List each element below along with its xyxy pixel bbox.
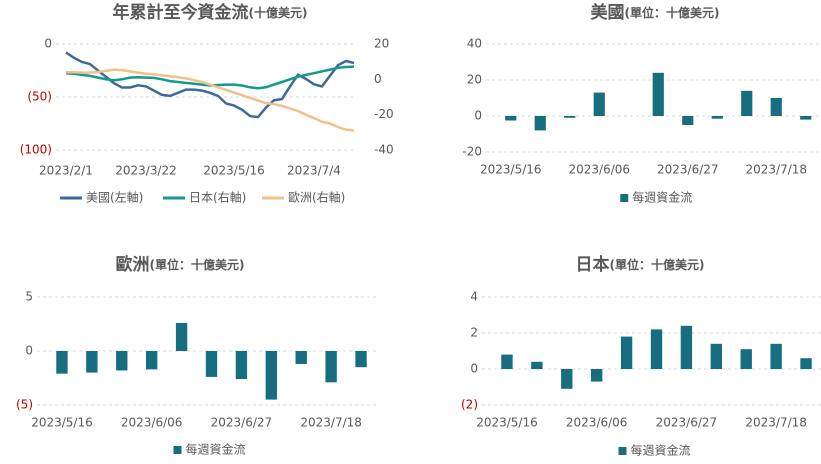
chart-title: 年累計至今資金流(十億美元)	[113, 2, 308, 23]
bar	[680, 325, 693, 369]
x-tick-label: 2023/6/27	[211, 416, 273, 430]
legend-label: 日本(右軸)	[189, 190, 246, 205]
legend-swatch	[620, 194, 629, 202]
bar	[505, 116, 517, 121]
bar	[741, 90, 753, 116]
line-series	[65, 51, 355, 119]
x-tick-label: 2023/7/18	[745, 416, 807, 430]
chart: 年累計至今資金流(十億美元) 0 (50) (100) 20 0 -20 -40 2023/2/…	[20, 2, 394, 205]
legend-label: 每週資金流	[631, 443, 691, 458]
y-tick-label: (5)	[16, 398, 33, 412]
y-tick-label: -20	[374, 107, 394, 121]
legend-label: 歐洲(右軸)	[288, 190, 345, 205]
x-tick-label: 2023/6/06	[121, 416, 183, 430]
y-tick-label: 0	[474, 109, 482, 123]
y-tick-label: 20	[467, 73, 482, 87]
bar	[650, 329, 663, 369]
y-tick-label: 2	[470, 326, 478, 340]
bar	[145, 351, 158, 370]
title-main: 歐洲	[116, 254, 150, 275]
legend-swatch	[618, 447, 627, 455]
y-tick-label: (100)	[20, 143, 52, 157]
title-sub: (單位：十億美元)	[150, 257, 245, 272]
y-tick-label: 0	[374, 72, 382, 86]
bar	[86, 351, 98, 373]
y-tick-label: 4	[470, 290, 478, 304]
legend-label: 美國(左軸)	[86, 190, 143, 205]
title-sub: (單位：十億美元)	[610, 257, 705, 272]
y-tick-label: -20	[462, 145, 482, 159]
x-tick-label: 2023/5/16	[31, 416, 93, 430]
bar	[800, 358, 812, 369]
x-tick-label: 2023/5/16	[476, 416, 538, 430]
title-main: 日本	[576, 254, 610, 275]
bar	[711, 116, 723, 119]
bar	[355, 351, 367, 368]
bar	[740, 349, 752, 369]
bar	[56, 351, 68, 374]
x-tick-label: 2023/6/06	[566, 416, 628, 430]
bar	[235, 351, 248, 380]
title-sub: (十億美元)	[249, 5, 308, 20]
chart: 日本(單位：十億美元) 4 2 0 (2) 2023/5/16 2023/6/06 2023/…	[461, 254, 821, 458]
title-main: 美國	[591, 2, 625, 23]
chart-title: 日本(單位：十億美元)	[576, 254, 705, 275]
x-tick-label: 2023/2/1	[39, 164, 93, 178]
y-tick-label: 5	[25, 290, 33, 304]
bar	[593, 92, 605, 116]
line-series	[66, 68, 355, 132]
chart-title: 歐洲(單位：十億美元)	[116, 254, 245, 275]
bar	[652, 72, 664, 116]
x-tick-label: 2023/6/27	[657, 163, 719, 177]
y-tick-label: 0	[25, 344, 33, 358]
y-tick-label: 0	[470, 362, 478, 376]
y-tick-label: 20	[374, 37, 389, 51]
y-tick-label: (2)	[461, 398, 478, 412]
chart: 美國(單位：十億美元) 40 20 0 -20 2023/5/16 2023/6/06 202…	[462, 2, 821, 205]
bar	[501, 354, 513, 369]
bar	[590, 369, 603, 382]
y-tick-label: 40	[467, 37, 482, 51]
legend-label: 每週資金流	[632, 190, 692, 205]
bar	[116, 351, 128, 371]
x-tick-label: 2023/5/16	[203, 164, 265, 178]
title-sub: (單位：十億美元)	[625, 5, 720, 20]
x-tick-label: 2023/5/16	[480, 163, 542, 177]
x-tick-label: 2023/6/06	[568, 163, 630, 177]
x-tick-label: 2023/7/4	[287, 164, 341, 178]
bar	[770, 98, 782, 116]
bar	[561, 369, 573, 389]
x-tick-label: 2023/7/18	[300, 416, 362, 430]
bar	[265, 351, 278, 400]
bar	[205, 351, 218, 377]
bar	[295, 351, 307, 364]
chart: 歐洲(單位：十億美元) 5 0 (5) 2023/5/16 2023/6/06 2023/6…	[16, 254, 376, 457]
title-main: 年累計至今資金流	[113, 2, 249, 23]
bar	[175, 322, 188, 351]
bar	[682, 116, 694, 125]
bar	[534, 116, 546, 131]
y-tick-label: -40	[374, 143, 394, 157]
legend-swatch	[173, 446, 182, 454]
x-tick-label: 2023/6/27	[656, 416, 718, 430]
chart-title: 美國(單位：十億美元)	[591, 2, 720, 23]
y-tick-label: (50)	[27, 90, 52, 104]
bar	[710, 343, 723, 369]
y-tick-label: 0	[44, 37, 52, 51]
x-tick-label: 2023/3/22	[115, 164, 177, 178]
bar	[800, 116, 812, 120]
legend-label: 每週資金流	[186, 442, 246, 457]
bar	[531, 361, 543, 369]
bar	[770, 343, 782, 369]
bar	[325, 351, 337, 383]
bar	[620, 336, 633, 369]
x-tick-label: 2023/7/18	[745, 163, 807, 177]
bar	[564, 116, 576, 118]
